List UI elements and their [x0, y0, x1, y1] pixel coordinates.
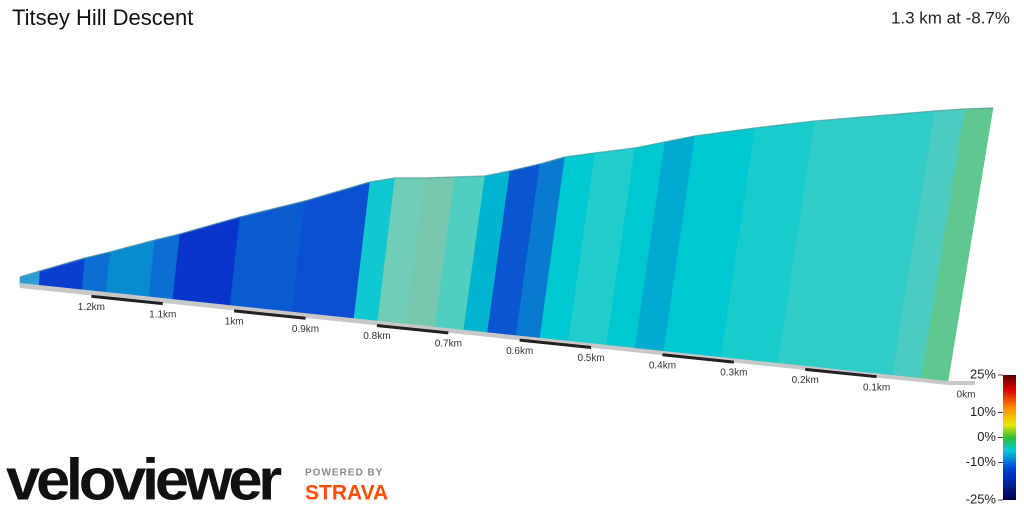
color-scale — [1003, 375, 1016, 500]
profile-edge — [39, 257, 86, 272]
logo-partner: STRAVA — [305, 482, 388, 505]
profile-segment — [172, 216, 241, 308]
distance-label: 1km — [225, 317, 244, 328]
distance-label: 0.3km — [720, 368, 747, 379]
profile-edge — [934, 108, 966, 112]
profile-edge — [304, 181, 371, 202]
distance-label: 0.1km — [863, 382, 890, 393]
logo-powered: POWERED BY — [305, 468, 383, 479]
profile-edge — [594, 147, 636, 154]
distance-tick — [805, 367, 877, 379]
profile-edge — [509, 163, 541, 172]
profile-edge — [239, 200, 306, 218]
profile-edge — [539, 156, 566, 165]
summary: 1.3 km at -8.7% — [891, 8, 1010, 27]
distance-label: 0.8km — [363, 331, 390, 342]
chart-title: Titsey Hill Descent — [12, 5, 193, 30]
profile-edge — [564, 152, 596, 158]
distance-label: 0.2km — [792, 375, 819, 386]
profile — [19, 107, 994, 385]
profile-edge — [109, 239, 156, 253]
color-label: -10% — [966, 454, 997, 469]
distance-tick — [376, 324, 449, 335]
distance-label: 0.4km — [649, 360, 676, 371]
profile-base — [20, 283, 975, 385]
distance-label: 0km — [957, 390, 976, 401]
color-label: 10% — [970, 404, 996, 419]
profile-edge — [454, 175, 486, 178]
profile-edge — [179, 216, 241, 235]
profile-edge — [814, 110, 936, 122]
profile-edge — [484, 170, 511, 177]
profile-segment — [105, 239, 156, 300]
distance-tick — [662, 353, 734, 364]
logo-brand: veloviewer — [6, 447, 282, 512]
profile-edge — [424, 176, 456, 179]
profile-edge — [634, 141, 666, 149]
color-label: 25% — [970, 366, 996, 381]
distance-tick — [91, 294, 163, 306]
profile-edge — [19, 270, 41, 278]
distance-label: 1.1km — [149, 309, 176, 320]
profile-edge — [694, 127, 756, 137]
color-label: 0% — [977, 429, 996, 444]
profile-edge — [369, 177, 396, 183]
profile-edge — [84, 251, 111, 259]
profile-edge — [754, 120, 816, 129]
distance-tick — [519, 338, 592, 349]
profile-edge — [664, 135, 696, 143]
profile-edge — [964, 107, 994, 110]
color-label: -25% — [966, 491, 997, 506]
distance-label: 0.5km — [577, 353, 604, 364]
distance-tick — [234, 309, 306, 320]
distance-label: 0.6km — [506, 346, 533, 357]
distance-label: 0.9km — [292, 324, 319, 335]
distance-label: 1.2km — [78, 302, 105, 313]
profile-edge — [154, 233, 181, 241]
distance-label: 0.7km — [435, 338, 462, 349]
